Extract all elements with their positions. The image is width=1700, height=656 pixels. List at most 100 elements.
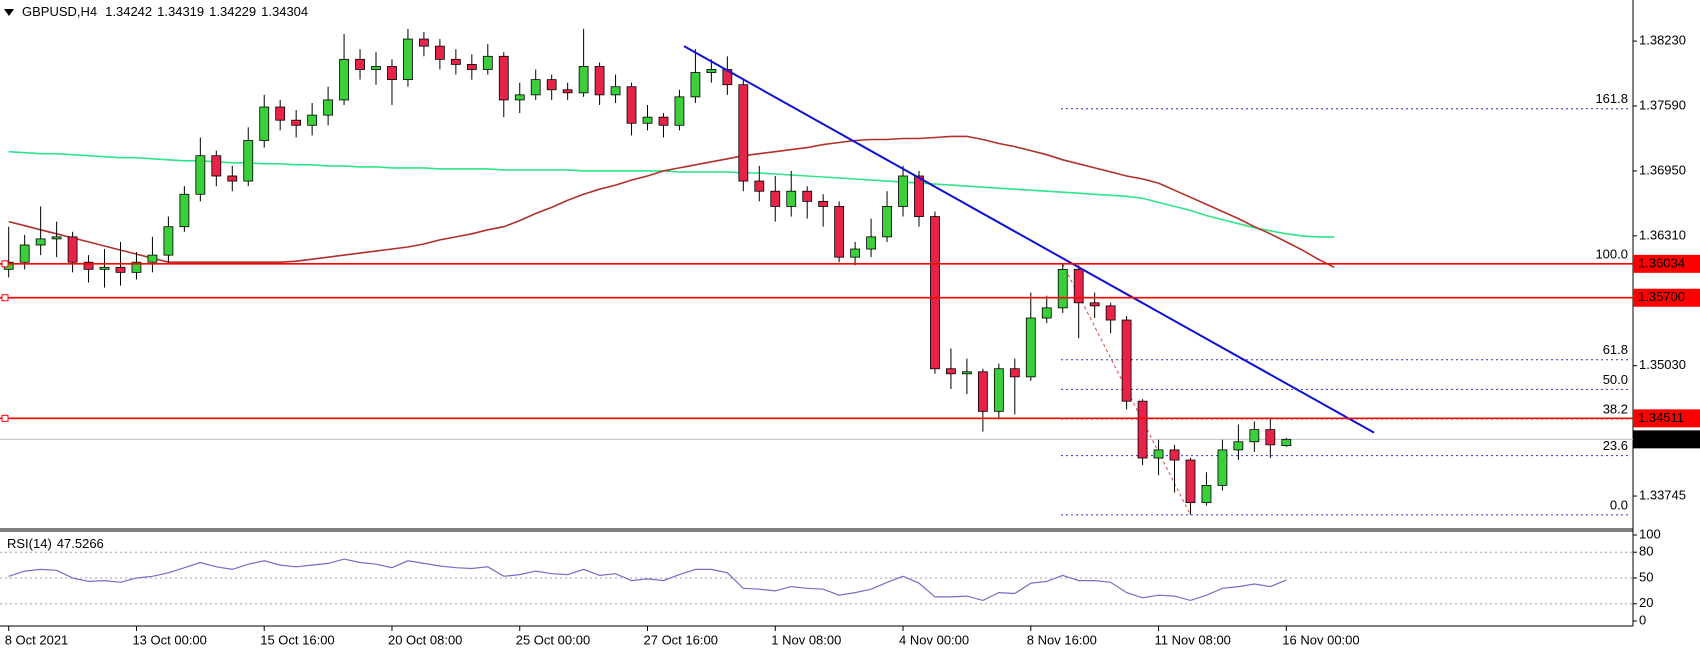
candle-body — [67, 236, 78, 263]
rsi-tick-label: 0 — [1639, 612, 1646, 627]
candle-body — [786, 190, 797, 207]
fib-label: 61.8 — [1603, 342, 1628, 357]
rsi-line — [8, 558, 1287, 602]
rsi-tick-label: 50 — [1639, 569, 1653, 584]
candle-body — [1089, 302, 1100, 307]
candle-body — [1105, 305, 1116, 321]
y-tick-label: 1.35030 — [1639, 357, 1686, 372]
candle-body — [179, 193, 190, 228]
candle-body — [419, 38, 429, 47]
candle-body — [1201, 484, 1212, 504]
x-tick-label: 16 Nov 00:00 — [1282, 632, 1359, 647]
level-label-box — [1633, 409, 1700, 428]
candle-body — [1217, 449, 1228, 486]
candle-body — [482, 55, 493, 70]
x-tick-label: 8 Nov 16:00 — [1027, 632, 1097, 647]
level-label: 1.36034 — [1638, 255, 1685, 270]
candle-body — [211, 155, 222, 177]
candle-body — [115, 266, 126, 273]
candle-body — [371, 66, 381, 70]
candle-body — [147, 254, 158, 263]
candle-body — [1185, 459, 1196, 504]
candle-body — [323, 99, 334, 116]
candle-body — [51, 236, 62, 240]
plot-area — [0, 28, 1633, 516]
y-tick-label: 1.38230 — [1639, 33, 1686, 48]
candle-body — [882, 206, 892, 238]
candle-body — [946, 368, 956, 375]
candle-body — [1249, 429, 1260, 443]
rsi-tick-label: 100 — [1639, 526, 1661, 541]
y-tick-label: 1.36310 — [1639, 227, 1686, 242]
candle-body — [514, 94, 525, 101]
candle-body — [1137, 400, 1148, 459]
candle-body — [307, 114, 318, 126]
candle-body — [291, 119, 302, 126]
rsi-tick-label: 20 — [1639, 595, 1653, 610]
moving-average — [8, 150, 1335, 238]
price-box — [1633, 430, 1700, 449]
candle-body — [163, 226, 174, 256]
candle-body — [466, 64, 477, 70]
candle-body — [387, 66, 397, 81]
candle-body — [1281, 438, 1292, 447]
chart-header: GBPUSD,H4 1.34242 1.34319 1.34229 1.34304 — [22, 4, 308, 19]
x-tick-label: 1 Nov 08:00 — [771, 632, 841, 647]
candle-body — [930, 216, 940, 370]
symbol: GBPUSD,H4 — [22, 4, 97, 19]
candle-body — [434, 45, 445, 60]
candle-body — [578, 66, 589, 94]
candle-body — [498, 55, 509, 101]
candle-body — [594, 66, 605, 96]
candle-body — [275, 106, 286, 121]
price-label: 1.34304 — [1638, 431, 1685, 446]
candle-body — [1025, 317, 1036, 378]
x-tick-label: 8 Oct 2021 — [5, 632, 69, 647]
level-anchor — [1, 260, 9, 268]
x-tick-label: 4 Nov 00:00 — [899, 632, 969, 647]
candle-body — [99, 266, 110, 270]
candle-body — [866, 236, 876, 250]
candle-body — [227, 175, 238, 182]
candle-body — [706, 69, 717, 73]
candle-body — [898, 175, 908, 207]
trendline — [683, 45, 1375, 434]
level-label-box — [1633, 254, 1700, 273]
fib-label: 0.0 — [1610, 497, 1628, 512]
candle-body — [35, 238, 46, 246]
candle-body — [610, 86, 621, 96]
candle-body — [530, 79, 541, 96]
candle-body — [1169, 449, 1180, 461]
candle-body — [1153, 449, 1164, 459]
candle-body — [658, 116, 669, 126]
rsi-header: RSI(14) 47.5266 — [7, 536, 104, 551]
level-label-box — [1633, 288, 1700, 307]
candle-body — [754, 180, 765, 192]
candle-body — [914, 175, 924, 217]
candle-body — [546, 79, 557, 91]
candle-body — [738, 84, 749, 182]
candle-body — [642, 116, 653, 124]
candle-body — [562, 89, 573, 94]
menu-icon[interactable] — [4, 9, 14, 16]
rsi-value: 47.5266 — [57, 536, 104, 551]
y-tick-label: 1.33745 — [1639, 487, 1686, 502]
candle-body — [834, 206, 845, 258]
rsi-tick-label: 80 — [1639, 544, 1653, 559]
candle-body — [450, 58, 461, 65]
candle-body — [626, 86, 637, 124]
candle-body — [83, 261, 94, 270]
x-tick-label: 27 Oct 16:00 — [644, 632, 718, 647]
rsi-name: RSI(14) — [7, 536, 52, 551]
candle-body — [1265, 429, 1276, 446]
x-tick-label: 15 Oct 16:00 — [260, 632, 334, 647]
candle-body — [339, 58, 349, 101]
candle-body — [1233, 441, 1244, 451]
fib-label: 100.0 — [1595, 246, 1628, 261]
level-anchor — [1, 294, 9, 302]
candle-body — [1009, 368, 1020, 378]
candle-body — [802, 190, 813, 202]
y-tick-label: 1.36950 — [1639, 162, 1686, 177]
candle-body — [674, 96, 685, 126]
